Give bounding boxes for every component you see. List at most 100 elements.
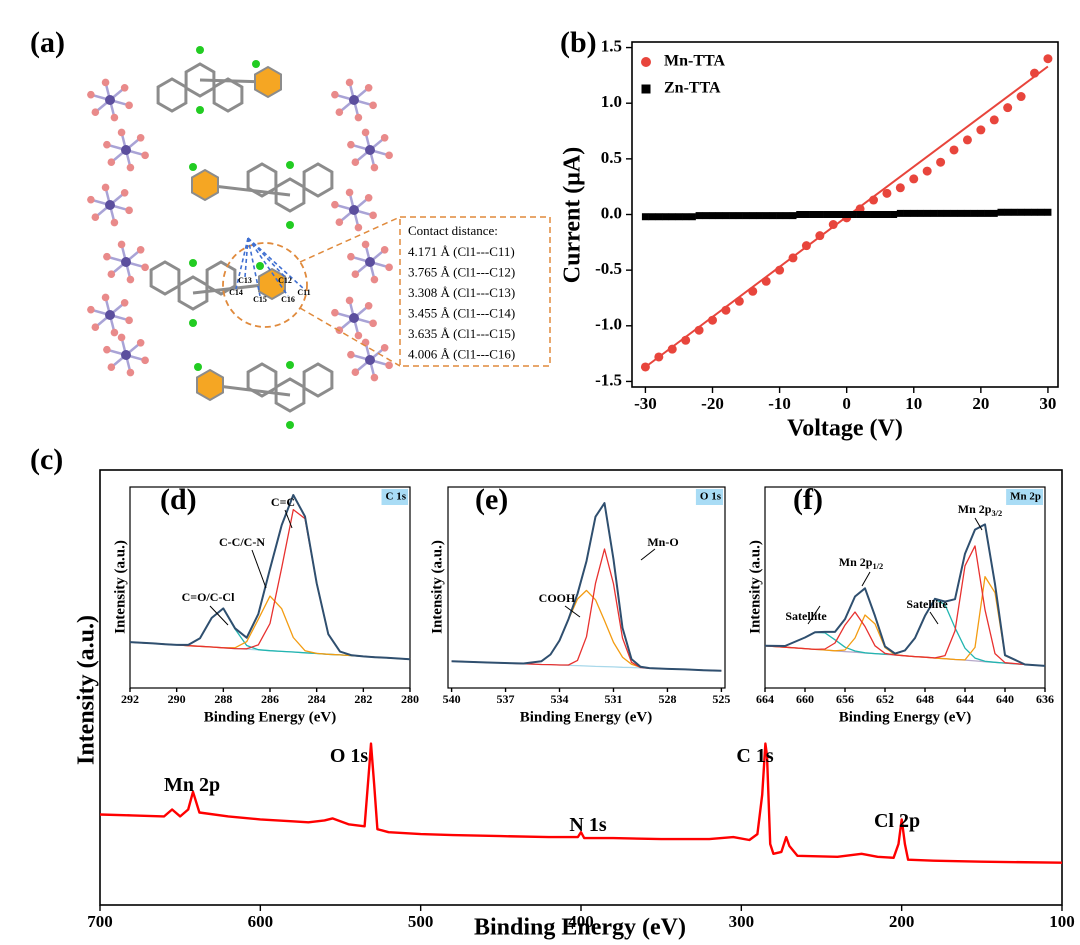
oxygen-atom: [117, 333, 126, 342]
legend-marker: [641, 84, 651, 94]
data-line: [129, 595, 411, 660]
oxygen-atom: [385, 361, 393, 370]
oxygen-atom: [351, 368, 360, 377]
data-point: [976, 125, 986, 135]
data-point: [708, 315, 718, 325]
annotation-arrow: [807, 605, 821, 625]
data-point: [789, 212, 797, 220]
y-tick-label: -0.5: [595, 259, 622, 278]
chlorine-atom: [286, 421, 294, 429]
annotation: O 1s: [330, 745, 369, 767]
oxygen-atom: [101, 78, 110, 87]
data-point: [1003, 103, 1013, 113]
chlorine-atom: [194, 363, 202, 371]
annotation: Mn 2p3/2: [958, 502, 1002, 518]
annotation: Mn-O: [647, 535, 678, 549]
metal-atom: [105, 200, 115, 210]
data-point: [895, 183, 905, 193]
oxygen-atom: [103, 252, 111, 261]
oxygen-atom: [345, 296, 354, 305]
data-point: [856, 211, 864, 218]
x-tick-label: 282: [354, 692, 372, 706]
oxygen-atom: [369, 211, 377, 220]
data-point: [869, 195, 879, 205]
panel-label: (a): [30, 26, 65, 59]
annotation-text: Mn-O: [647, 535, 678, 549]
contact-distance: 3.308 Å (Cl1---C13): [408, 285, 515, 300]
data-point: [729, 212, 737, 220]
x-tick-label: -30: [634, 394, 657, 413]
data-point: [788, 253, 798, 263]
metal-atom: [121, 350, 131, 360]
data-point: [828, 220, 838, 230]
annotation: Satellite: [785, 609, 827, 623]
x-tick-label: 531: [604, 692, 622, 706]
annotation-text: Mn 2p: [958, 502, 992, 516]
x-tick-label: 292: [121, 692, 139, 706]
data-point: [722, 212, 730, 220]
data-point: [836, 211, 844, 218]
panel-label: (e): [475, 483, 508, 516]
oxygen-atom: [385, 151, 393, 160]
data-line: [451, 548, 722, 672]
x-axis-label: Binding Energy (eV): [839, 709, 972, 725]
x-axis-label: Voltage (V): [787, 416, 903, 442]
oxygen-atom: [136, 338, 145, 347]
data-point: [997, 208, 1005, 216]
atom-label: C12: [278, 276, 292, 285]
x-tick-label: 652: [876, 692, 894, 706]
contact-line: [247, 237, 305, 290]
x-tick-label: 286: [261, 692, 279, 706]
oxygen-atom: [110, 218, 119, 227]
data-point: [896, 209, 904, 217]
data-point: [963, 209, 971, 217]
data-point: [796, 211, 804, 218]
metal-atom: [121, 257, 131, 267]
oxygen-atom: [110, 328, 119, 337]
atom-label: C14: [229, 288, 243, 297]
oxygen-atom: [385, 263, 393, 272]
oxygen-atom: [125, 206, 133, 215]
x-tick-label: 664: [756, 692, 774, 706]
annotation: C=O/C-Cl: [182, 590, 236, 604]
chart: 700 600 500 400 300 200 100 Binding Energy (eV)…: [30, 443, 1075, 941]
data-point: [1016, 92, 1026, 102]
metal-atom: [365, 257, 375, 267]
data-point: [1024, 208, 1032, 216]
metal-atom: [121, 145, 131, 155]
oxygen-atom: [380, 343, 389, 352]
oxygen-atom: [87, 305, 95, 314]
metal-atom: [365, 355, 375, 365]
data-line: [451, 502, 722, 672]
annotation-arrow: [284, 509, 293, 529]
oxygen-atom: [141, 151, 149, 160]
ring: [254, 65, 282, 99]
data-point: [761, 276, 771, 286]
data-point: [769, 212, 777, 220]
oxygen-atom: [120, 188, 129, 197]
oxygen-atom: [87, 195, 95, 204]
data-point: [937, 209, 945, 217]
data-point: [709, 212, 717, 220]
contact-distance: 4.171 Å (Cl1---C11): [408, 244, 515, 259]
y-axis-label: Intensity (a.u.): [112, 540, 128, 634]
y-tick-label: -1.5: [595, 370, 622, 389]
oxygen-atom: [136, 245, 145, 254]
y-axis-label: Intensity (a.u.): [747, 540, 763, 634]
x-tick-label: 20: [972, 394, 989, 413]
oxygen-atom: [354, 223, 363, 232]
contact-box: [399, 216, 551, 367]
annotation: C-C/C-N: [219, 535, 265, 549]
tag-box: [1006, 489, 1043, 505]
ring: [212, 77, 244, 113]
data-point: [748, 286, 758, 296]
data-point: [876, 211, 884, 218]
data-point: [682, 213, 690, 221]
oxygen-atom: [141, 356, 149, 365]
data-point: [977, 209, 985, 217]
data-point: [801, 241, 811, 251]
chlorine-atom: [286, 361, 294, 369]
data-line: [764, 545, 1046, 667]
atom-label: C13: [238, 276, 252, 285]
data-point: [640, 362, 650, 372]
